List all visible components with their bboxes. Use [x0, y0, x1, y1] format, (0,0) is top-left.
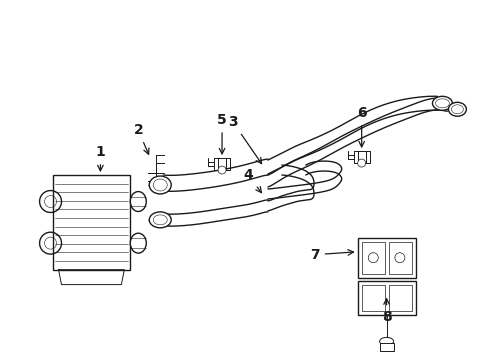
Text: 6: 6 [356, 106, 366, 147]
Bar [361, 242, 384, 274]
Text: 4: 4 [243, 168, 261, 193]
Ellipse shape [130, 192, 146, 211]
Text: 5: 5 [217, 113, 226, 154]
Text: 3: 3 [228, 115, 261, 163]
Text: 8: 8 [381, 299, 391, 324]
Text: 1: 1 [95, 145, 105, 171]
Bar [52, 175, 130, 270]
Circle shape [357, 159, 365, 167]
Bar [361, 285, 384, 311]
Polygon shape [59, 270, 124, 285]
Bar [357, 280, 415, 315]
Bar [379, 343, 393, 351]
Bar [388, 242, 411, 274]
Circle shape [218, 166, 225, 174]
Text: 7: 7 [309, 248, 353, 262]
Bar [357, 238, 415, 278]
Ellipse shape [130, 233, 146, 253]
Bar [388, 285, 411, 311]
Ellipse shape [447, 102, 466, 116]
Text: 2: 2 [133, 123, 149, 154]
Ellipse shape [379, 337, 393, 345]
Ellipse shape [149, 212, 171, 228]
Ellipse shape [149, 176, 171, 194]
Ellipse shape [431, 96, 451, 110]
